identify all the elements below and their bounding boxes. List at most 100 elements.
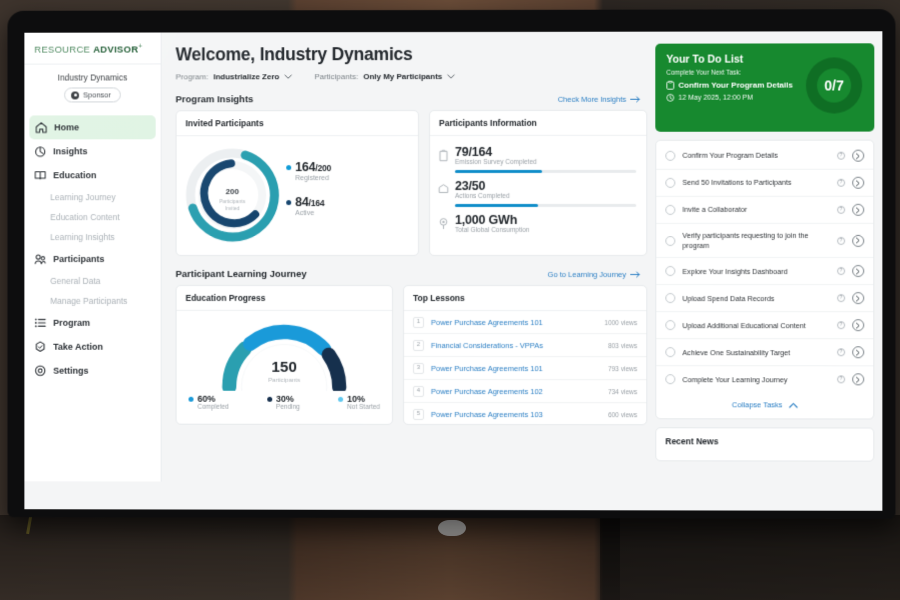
todo-task-item[interactable]: Verify participants requesting to join t… xyxy=(656,223,874,259)
go-to-learning-journey-link[interactable]: Go to Learning Journey xyxy=(548,270,642,279)
chevron-right-icon xyxy=(855,295,861,302)
todo-task-item[interactable]: Confirm Your Program Details? xyxy=(656,142,874,170)
todo-task-item[interactable]: Upload Spend Data Records? xyxy=(656,285,874,313)
info-icon[interactable]: ? xyxy=(837,205,846,214)
top-lessons-title: Top Lessons xyxy=(404,285,647,312)
task-checkbox[interactable] xyxy=(665,177,676,188)
participants-info-label: Actions Completed xyxy=(454,192,510,200)
sidebar-item-settings[interactable]: Settings xyxy=(24,359,160,383)
lesson-row[interactable]: 4 Power Purchase Agreements 102 734 views xyxy=(404,379,647,404)
lesson-row[interactable]: 1 Power Purchase Agreements 101 1000 views xyxy=(404,310,647,335)
info-icon[interactable]: ? xyxy=(837,178,846,187)
gauge-legend-item: 60% Completed xyxy=(188,394,229,411)
todo-task-item[interactable]: Upload Additional Educational Content? xyxy=(656,312,874,340)
lesson-row[interactable]: 3 Power Purchase Agreements 101 793 views xyxy=(404,356,647,381)
logo-primary: RESOURCE xyxy=(34,44,91,56)
task-checkbox[interactable] xyxy=(665,320,676,331)
lesson-rank: 2 xyxy=(413,339,425,351)
lesson-row[interactable]: 5 Power Purchase Agreements 103 600 views xyxy=(404,403,646,425)
lesson-title[interactable]: Power Purchase Agreements 101 xyxy=(431,363,543,373)
lesson-title[interactable]: Power Purchase Agreements 102 xyxy=(431,386,543,396)
task-checkbox[interactable] xyxy=(665,150,676,161)
sidebar-item-home[interactable]: Home xyxy=(29,115,156,140)
clock-icon xyxy=(666,94,674,102)
task-go-button[interactable] xyxy=(852,176,865,189)
gauge-center-label: Participants xyxy=(268,377,300,384)
task-checkbox[interactable] xyxy=(665,235,676,246)
lesson-title[interactable]: Financial Considerations - VPPAs xyxy=(431,340,544,350)
info-icon[interactable]: ? xyxy=(837,267,846,276)
sidebar-item-insights[interactable]: Insights xyxy=(24,139,160,163)
task-go-button[interactable] xyxy=(852,234,865,247)
sidebar: RESOURCE ADVISOR+ Industry Dynamics Spon… xyxy=(24,32,162,482)
task-go-button[interactable] xyxy=(852,346,865,359)
survey-icon xyxy=(439,149,448,162)
task-checkbox[interactable] xyxy=(665,293,676,304)
settings-icon xyxy=(34,365,46,377)
education-progress-body: 150 Participants 60% Completed 30% Pending 1… xyxy=(177,311,392,425)
info-icon[interactable]: ? xyxy=(837,236,846,245)
task-checkbox[interactable] xyxy=(665,347,676,358)
participants-info-value: 1,000 GWh xyxy=(454,212,518,227)
go-to-learning-journey-label: Go to Learning Journey xyxy=(547,270,627,280)
info-icon[interactable]: ? xyxy=(837,348,846,357)
sidebar-subitem-learning-insights[interactable]: Learning Insights xyxy=(24,227,160,247)
todo-next-task-row: Confirm Your Program Details xyxy=(666,80,863,89)
sidebar-subitem-education-content[interactable]: Education Content xyxy=(24,207,160,227)
task-go-button[interactable] xyxy=(852,265,865,278)
task-label: Explore Your Insights Dashboard xyxy=(682,266,788,276)
sidebar-item-education[interactable]: Education xyxy=(24,163,160,187)
education-progress-card: Education Progress 150 Participants 60% C… xyxy=(175,284,394,425)
task-label: Invite a Collaborator xyxy=(682,205,747,215)
sidebar-item-program[interactable]: Program xyxy=(24,311,160,335)
sidebar-item-label: Program xyxy=(53,317,91,328)
task-go-button[interactable] xyxy=(852,319,865,332)
progress-bar xyxy=(454,203,637,207)
main-content: Welcome, Industry Dynamics Program: Indu… xyxy=(162,32,656,511)
top-lessons-list: 1 Power Purchase Agreements 101 1000 views 2… xyxy=(404,310,647,425)
sidebar-item-take-action[interactable]: Take Action xyxy=(24,335,160,359)
invited-legend: 164/200 Registered 84/164 Active xyxy=(286,160,331,230)
sidebar-item-label: Settings xyxy=(53,365,89,376)
action-icon xyxy=(438,184,449,194)
donut-center-value: 200 xyxy=(226,187,240,196)
gauge-center-value: 150 xyxy=(272,359,297,376)
task-go-button[interactable] xyxy=(852,373,865,386)
home-icon xyxy=(35,122,47,134)
todo-task-item[interactable]: Explore Your Insights Dashboard? xyxy=(656,258,874,286)
task-go-button[interactable] xyxy=(852,203,865,216)
gauge-legend-label: Completed xyxy=(197,403,229,411)
task-checkbox[interactable] xyxy=(665,374,676,385)
participants-information-body: 79/164 Emission Survey Completed 23/50 Acti… xyxy=(430,136,646,234)
lesson-title[interactable]: Power Purchase Agreements 103 xyxy=(431,409,543,419)
filter-participants[interactable]: Participants: Only My Participants xyxy=(314,72,455,81)
filter-program[interactable]: Program: Industrialize Zero xyxy=(176,72,293,81)
resource-advisor-app: RESOURCE ADVISOR+ Industry Dynamics Spon… xyxy=(24,31,882,511)
app-logo[interactable]: RESOURCE ADVISOR+ xyxy=(24,41,160,63)
collapse-tasks-button[interactable]: Collapse Tasks xyxy=(656,393,873,419)
check-more-insights-link[interactable]: Check More Insights xyxy=(558,95,642,104)
todo-task-item[interactable]: Send 50 Invitations to Participants? xyxy=(656,169,874,197)
task-go-button[interactable] xyxy=(852,149,865,162)
task-go-button[interactable] xyxy=(852,292,865,305)
lesson-title[interactable]: Power Purchase Agreements 101 xyxy=(431,317,543,327)
info-icon[interactable]: ? xyxy=(837,151,846,160)
recent-news-title: Recent News xyxy=(665,436,719,447)
sidebar-item-participants[interactable]: Participants xyxy=(24,247,160,271)
program-insights-row: Invited Participants 200 Participants In… xyxy=(175,109,648,257)
sidebar-subitem-general-data[interactable]: General Data xyxy=(24,271,160,291)
lesson-row[interactable]: 2 Financial Considerations - VPPAs 803 view… xyxy=(404,333,647,358)
info-icon[interactable]: ? xyxy=(837,294,846,303)
todo-task-item[interactable]: Complete Your Learning Journey? xyxy=(656,367,873,393)
chevron-right-icon xyxy=(855,349,861,356)
task-checkbox[interactable] xyxy=(665,266,676,277)
participants-info-label: Emission Survey Completed xyxy=(454,158,537,166)
org-block: Industry Dynamics Sponsor xyxy=(24,63,161,112)
task-checkbox[interactable] xyxy=(665,204,676,215)
todo-task-item[interactable]: Achieve One Sustainability Target? xyxy=(656,339,874,367)
info-icon[interactable]: ? xyxy=(837,375,846,384)
info-icon[interactable]: ? xyxy=(837,321,846,330)
sidebar-subitem-learning-journey[interactable]: Learning Journey xyxy=(24,187,160,207)
todo-task-item[interactable]: Invite a Collaborator? xyxy=(656,196,874,224)
sidebar-subitem-manage-participants[interactable]: Manage Participants xyxy=(24,291,160,311)
